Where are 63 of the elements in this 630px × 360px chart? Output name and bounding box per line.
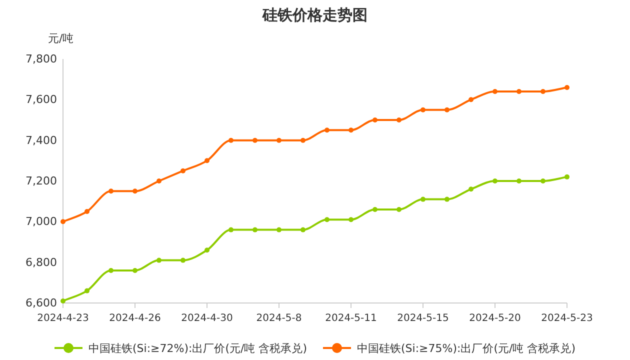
point — [444, 196, 450, 202]
point — [396, 118, 402, 122]
point — [444, 107, 450, 112]
point — [252, 138, 258, 143]
point — [492, 178, 498, 184]
point — [228, 138, 234, 143]
point — [540, 89, 546, 94]
x-tick-label: 2024-5-23 — [541, 313, 593, 324]
point — [372, 206, 378, 212]
point — [540, 178, 546, 184]
point — [276, 138, 282, 143]
point — [108, 268, 114, 273]
y-tick-label: 7,400 — [26, 134, 57, 147]
point — [420, 107, 426, 112]
y-tick-label: 7,000 — [26, 215, 57, 228]
x-tick-label: 2024-5-20 — [469, 313, 521, 324]
point — [204, 158, 210, 164]
point — [300, 138, 306, 143]
point — [516, 178, 522, 184]
point — [60, 219, 66, 224]
point — [108, 188, 114, 194]
legend-label: 中国硅铁(Si:≥75%):出厂价(元/吨 含税承兑) — [357, 342, 576, 355]
point — [516, 89, 522, 94]
y-tick-label: 7,200 — [26, 174, 57, 188]
y-tick-label: 6,600 — [26, 296, 57, 310]
y-tick-label: 7,800 — [26, 52, 57, 66]
point — [180, 168, 186, 174]
x-tick-label: 2024-4-23 — [37, 313, 89, 324]
point — [132, 268, 138, 273]
y-axis-title: 元/吨 — [48, 32, 74, 45]
chart-title: 硅铁价格走势图 — [262, 6, 368, 24]
point — [372, 118, 378, 122]
point — [84, 288, 90, 294]
point — [396, 206, 402, 212]
point — [60, 298, 66, 304]
point — [324, 128, 330, 133]
point — [468, 186, 474, 192]
point — [564, 84, 570, 90]
point — [252, 227, 258, 232]
point — [348, 217, 354, 222]
point — [156, 178, 162, 184]
point — [180, 258, 186, 263]
point — [492, 89, 498, 94]
point — [300, 227, 306, 232]
y-tick-label: 6,800 — [26, 256, 57, 269]
point — [156, 258, 162, 263]
x-tick-label: 2024-4-26 — [109, 313, 161, 324]
point — [204, 248, 210, 253]
point — [132, 188, 138, 194]
point — [276, 227, 282, 232]
point — [564, 174, 570, 180]
x-tick-label: 2024-5-15 — [397, 313, 449, 324]
point — [228, 227, 234, 232]
x-tick-label: 2024-5-8 — [256, 313, 302, 324]
point — [468, 97, 474, 102]
point — [420, 196, 426, 202]
point — [348, 128, 354, 133]
x-tick-label: 2024-5-11 — [325, 313, 377, 324]
point — [324, 217, 330, 222]
y-tick-label: 7,600 — [26, 93, 57, 106]
legend-label: 中国硅铁(Si:≥72%):出厂价(元/吨 含税承兑) — [88, 342, 307, 355]
x-tick-label: 2024-4-30 — [181, 313, 233, 324]
point — [84, 209, 90, 214]
